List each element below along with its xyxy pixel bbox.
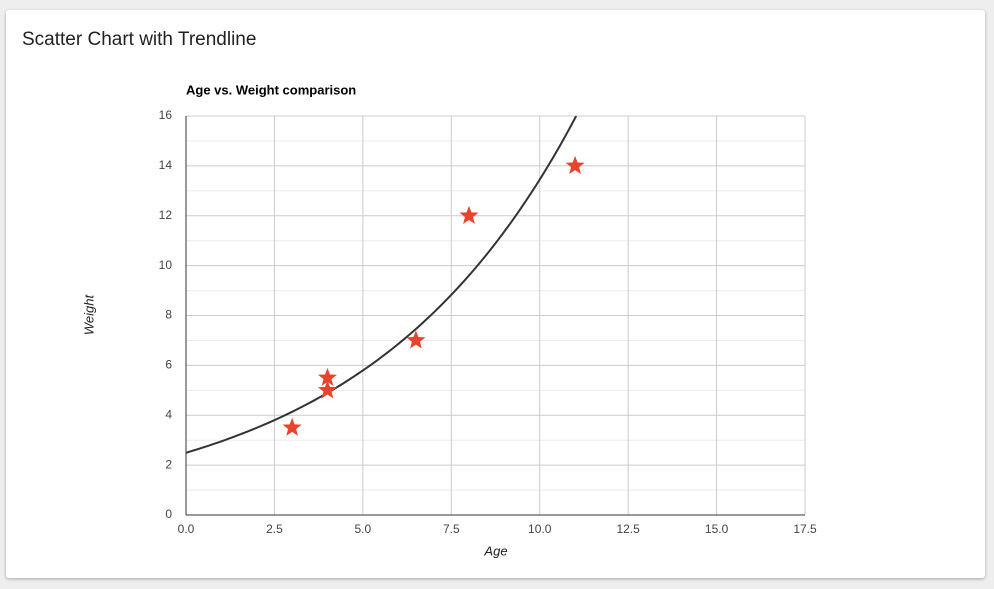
point bbox=[282, 417, 302, 436]
y-tick-label: 8 bbox=[165, 308, 172, 322]
y-tick-label: 16 bbox=[159, 108, 173, 122]
x-tick-label: 2.5 bbox=[266, 522, 283, 536]
y-axis-label: Weight bbox=[81, 294, 96, 336]
x-tick-label: 12.5 bbox=[616, 522, 640, 536]
y-tick-label: 6 bbox=[165, 358, 172, 372]
y-tick-label: 10 bbox=[159, 258, 173, 272]
card: Scatter Chart with Trendline bbox=[6, 10, 985, 578]
x-tick-label: 0.0 bbox=[178, 522, 195, 536]
x-tick-label: 15.0 bbox=[705, 522, 729, 536]
point bbox=[317, 367, 337, 386]
y-tick-label: 0 bbox=[165, 507, 172, 521]
point bbox=[459, 205, 479, 224]
x-tick-label: 10.0 bbox=[528, 522, 552, 536]
card-title: Scatter Chart with Trendline bbox=[22, 29, 257, 50]
chart-title: Age vs. Weight comparison bbox=[186, 82, 356, 97]
y-tick-label: 12 bbox=[159, 208, 173, 222]
point bbox=[406, 330, 426, 349]
x-axis-label: Age bbox=[483, 543, 507, 558]
y-tick-label: 2 bbox=[165, 457, 172, 471]
x-tick-label: 5.0 bbox=[355, 522, 372, 536]
trendline bbox=[186, 116, 578, 454]
point bbox=[317, 380, 337, 399]
x-tick-label: 7.5 bbox=[443, 522, 460, 536]
point bbox=[565, 155, 585, 174]
y-tick-label: 14 bbox=[159, 158, 173, 172]
x-tick-label: 17.5 bbox=[793, 522, 817, 536]
y-tick-label: 4 bbox=[165, 407, 172, 421]
